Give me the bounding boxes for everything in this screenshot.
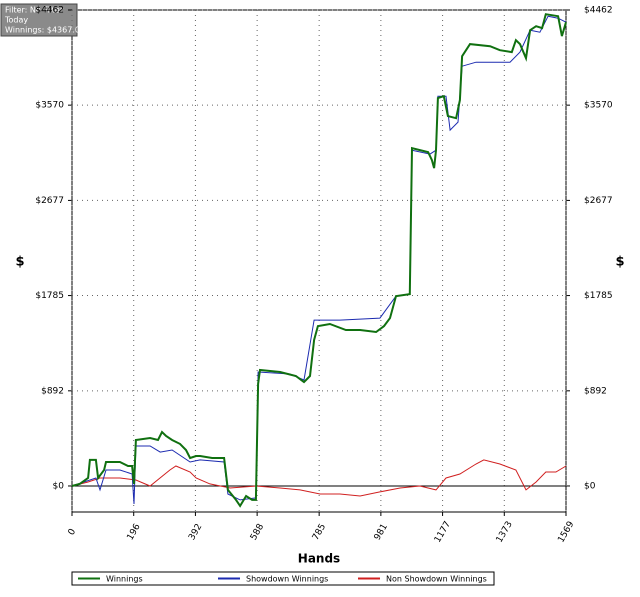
legend bbox=[71, 571, 495, 586]
x-tick-label: 785 bbox=[311, 522, 328, 542]
series-line bbox=[71, 459, 567, 497]
y-axis-label: $ bbox=[15, 255, 24, 270]
info-text: Today bbox=[4, 16, 28, 25]
series-line bbox=[71, 13, 567, 508]
x-tick-label: 1569 bbox=[556, 520, 576, 545]
legend-label: Winnings bbox=[106, 575, 143, 584]
y-tick-label: $2677 bbox=[35, 196, 64, 206]
y2-tick-label: $892 bbox=[584, 386, 607, 396]
info-box bbox=[0, 3, 78, 37]
x-tick-label: 392 bbox=[187, 522, 204, 542]
legend-label: Showdown Winnings bbox=[246, 575, 328, 584]
x-tick-label: 196 bbox=[126, 522, 143, 542]
y-tick-label: $0 bbox=[53, 481, 65, 491]
y-tick-label: $3570 bbox=[35, 101, 64, 111]
y2-tick-label: $0 bbox=[584, 481, 596, 491]
info-text: Filter: No Filter bbox=[5, 6, 64, 15]
y2-tick-label: $4462 bbox=[584, 6, 613, 16]
y2-tick-label: $3570 bbox=[584, 101, 613, 111]
x-tick-label: 1177 bbox=[433, 520, 453, 545]
legend-label: Non Showdown Winnings bbox=[386, 575, 487, 584]
y2-axis-label: $ bbox=[615, 255, 624, 270]
y-tick-label: $1785 bbox=[35, 291, 64, 301]
y2-tick-label: $1785 bbox=[584, 291, 613, 301]
x-tick-label: 981 bbox=[373, 522, 390, 542]
info-text: Winnings: $4367.05 bbox=[5, 26, 85, 35]
x-axis-label: Hands bbox=[298, 552, 340, 566]
y-tick-label: $892 bbox=[41, 386, 64, 396]
x-tick-label: 1373 bbox=[495, 520, 515, 545]
y-tick-label: $4462 bbox=[35, 6, 64, 16]
x-tick-label: 0 bbox=[67, 527, 79, 537]
y2-tick-label: $2677 bbox=[584, 196, 613, 206]
x-tick-label: 588 bbox=[249, 522, 266, 542]
